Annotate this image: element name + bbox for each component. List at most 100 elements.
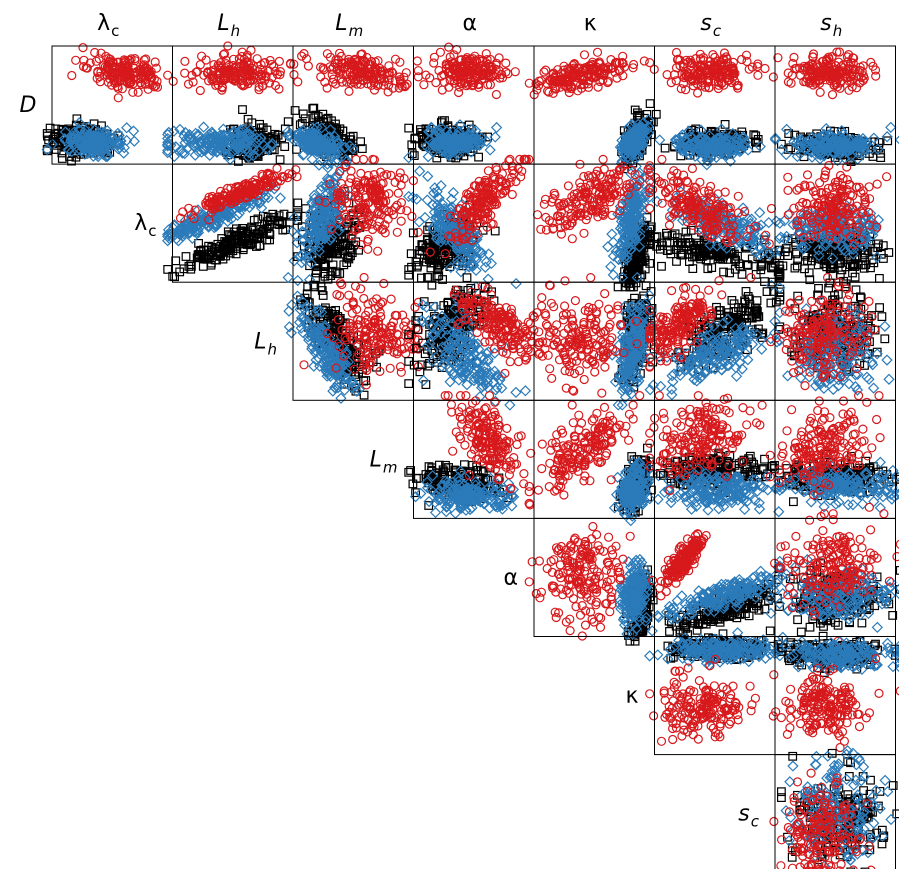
data-point	[311, 110, 321, 120]
row-label-Lm: Lm	[370, 447, 398, 476]
data-point	[245, 75, 255, 85]
data-point	[395, 168, 405, 178]
row-label-sc: sc	[738, 802, 759, 831]
data-point	[419, 211, 431, 224]
data-point	[413, 66, 423, 76]
data-point	[383, 87, 393, 97]
series-circle	[289, 48, 423, 97]
series-circle	[524, 47, 649, 100]
data-point	[363, 244, 373, 254]
data-point	[340, 58, 351, 68]
data-point	[192, 130, 204, 143]
data-point	[645, 57, 655, 68]
col-header-lc-symbol: λ	[97, 11, 110, 36]
data-point	[760, 63, 770, 74]
data-point	[369, 85, 380, 95]
data-point	[217, 63, 227, 73]
data-point	[127, 125, 140, 137]
data-point	[298, 138, 310, 150]
data-point	[107, 71, 118, 81]
data-point	[197, 121, 210, 133]
data-point	[136, 68, 146, 78]
data-point	[297, 51, 307, 61]
row-label-lc-symbol: λ	[134, 211, 147, 236]
data-point	[660, 143, 670, 153]
series-circle	[783, 47, 881, 100]
data-point	[275, 155, 285, 165]
data-point	[162, 144, 174, 157]
panel-lc-Lh	[162, 163, 303, 283]
data-point	[815, 87, 825, 98]
col-header-lc-subscript: c	[111, 22, 119, 40]
data-point	[42, 129, 52, 138]
row-label-D: D	[20, 93, 37, 118]
data-point	[431, 77, 441, 88]
data-point	[234, 157, 243, 166]
data-point	[297, 149, 309, 161]
data-point	[311, 129, 324, 141]
data-point	[238, 105, 247, 115]
data-point	[206, 66, 216, 76]
data-point	[272, 163, 282, 173]
col-header-kappa: κ	[584, 11, 597, 36]
data-point	[392, 227, 402, 237]
data-point	[226, 147, 238, 159]
data-point	[827, 89, 838, 100]
data-point	[311, 141, 323, 154]
data-point	[220, 144, 232, 156]
data-point	[639, 56, 649, 66]
data-point	[108, 67, 118, 77]
data-point	[237, 123, 249, 135]
data-point	[237, 129, 249, 141]
data-point	[168, 76, 178, 87]
data-point	[316, 72, 326, 82]
data-point	[108, 57, 118, 67]
data-point	[121, 122, 133, 134]
data-point	[328, 74, 339, 84]
data-point	[82, 131, 94, 144]
data-point	[139, 60, 149, 70]
data-point	[231, 138, 243, 151]
data-point	[429, 58, 439, 68]
data-point	[188, 137, 200, 150]
data-point	[351, 154, 361, 164]
data-point	[242, 151, 255, 163]
data-point	[301, 204, 311, 214]
data-point	[67, 70, 77, 81]
data-point	[331, 135, 343, 147]
data-point	[255, 132, 267, 144]
data-point	[593, 82, 603, 92]
data-point	[592, 47, 603, 57]
data-point	[404, 270, 414, 280]
data-point	[103, 142, 115, 154]
row-label-Lh-subscript: h	[267, 340, 277, 358]
data-point	[228, 74, 238, 85]
series-circle	[412, 42, 520, 100]
data-point	[198, 262, 208, 271]
panel-D-lc	[41, 42, 178, 166]
data-point	[579, 50, 590, 60]
data-point	[150, 57, 160, 67]
col-header-sc-subscript: c	[713, 22, 722, 40]
data-point	[293, 127, 305, 139]
data-point	[139, 55, 149, 65]
data-point	[219, 49, 230, 59]
data-point	[253, 71, 263, 81]
data-point	[168, 150, 180, 163]
data-point	[63, 144, 75, 156]
data-point	[894, 135, 899, 145]
data-point	[90, 137, 102, 150]
data-point	[363, 71, 373, 81]
data-point	[253, 145, 265, 157]
data-point	[262, 144, 274, 156]
data-point	[67, 130, 79, 142]
data-point	[331, 79, 341, 89]
data-point	[331, 148, 343, 160]
data-point	[347, 142, 359, 155]
col-header-sc: sc	[700, 11, 721, 40]
row-label-kappa: κ	[626, 684, 639, 709]
panel-D-Lh	[162, 41, 303, 166]
col-header-Lh: Lh	[217, 11, 240, 40]
data-point	[322, 136, 335, 148]
